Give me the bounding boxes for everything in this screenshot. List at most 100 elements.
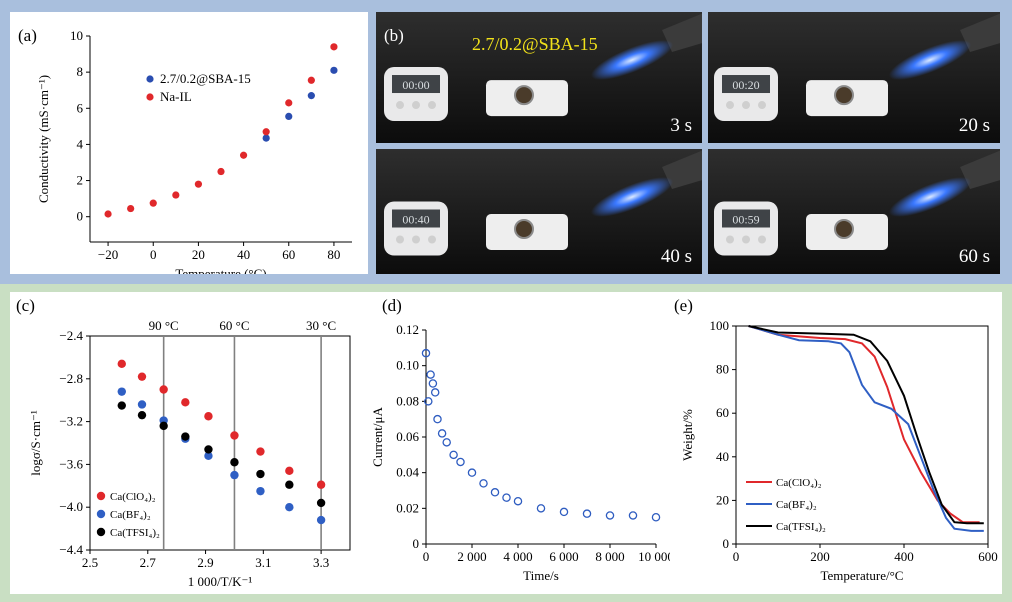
x-tick-label: 3.1 xyxy=(255,555,271,570)
panel-bottom: (c) (d) (e) 2.5 2.7 2.9 3.1 3.3 −2.4 −2.8 −3.2 −… xyxy=(10,292,1002,594)
x-tick-label: 6 000 xyxy=(549,549,578,564)
panel-a: (a) −20 0 20 40 60 80 0 2 4 6 8 10 Temperature (°C) C… xyxy=(10,12,368,281)
data-point xyxy=(117,401,126,410)
data-point-2702sba15 xyxy=(285,112,293,121)
data-point xyxy=(424,397,433,406)
y-tick-label: 4 xyxy=(77,136,84,151)
y-tick-label: −4.4 xyxy=(59,542,83,557)
chart-e: 0 200 400 600 0 20 40 60 80 100 Temperature/°C Weig… xyxy=(680,318,998,583)
photo-frame-40s: 00:40 40 s xyxy=(376,149,702,274)
data-point xyxy=(430,388,440,397)
data-point xyxy=(316,498,326,508)
data-point-nail xyxy=(239,151,248,159)
series-line xyxy=(748,325,984,532)
y-tick-label: 2 xyxy=(77,173,84,188)
photo-frame-20s: 00:20 20 s xyxy=(708,12,1000,143)
x-tick-label: 600 xyxy=(978,549,998,564)
data-point xyxy=(536,504,546,513)
y-axis-label: Conductivity (mS·cm⁻¹) xyxy=(36,75,51,203)
x-tick-label: 80 xyxy=(327,247,340,262)
legend-label: Ca(TFSI₄)₂ xyxy=(776,521,826,533)
y-axis-label: logσ/S·cm⁻¹ xyxy=(28,410,43,476)
legend-label: Ca(TFSI₄)₂ xyxy=(110,527,160,539)
data-point-nail xyxy=(194,180,203,188)
legend-marker xyxy=(96,509,106,519)
data-point xyxy=(433,414,442,424)
data-point xyxy=(426,370,435,379)
x-tick-label: 200 xyxy=(810,549,830,564)
data-point xyxy=(651,512,661,522)
x-tick-label: 2.5 xyxy=(82,555,98,570)
y-tick-label: 80 xyxy=(716,362,729,377)
x-axis-label: Temperature/°C xyxy=(821,568,904,583)
data-point xyxy=(230,458,239,467)
timer-display: 00:59 xyxy=(732,213,759,227)
reference-line-label: 60 °C xyxy=(219,318,249,333)
data-point xyxy=(559,507,569,517)
data-point xyxy=(421,348,431,358)
data-point xyxy=(449,450,458,460)
data-point xyxy=(256,447,265,456)
plot-frame xyxy=(89,335,351,551)
timer-screen xyxy=(392,209,440,228)
data-point-nail xyxy=(217,167,225,176)
sample-pellet xyxy=(834,219,854,239)
data-point xyxy=(582,509,592,518)
y-tick-label: 0.12 xyxy=(396,322,419,337)
y-tick-label: 100 xyxy=(710,318,730,333)
timer-button xyxy=(726,101,734,110)
timer-display: 00:20 xyxy=(732,78,759,92)
data-point xyxy=(316,515,326,525)
data-point-nail xyxy=(127,204,135,213)
data-point-nail xyxy=(285,99,293,107)
data-point xyxy=(230,431,239,440)
data-point-nail xyxy=(104,210,112,218)
data-point-nail xyxy=(330,43,338,51)
y-tick-label: −2.4 xyxy=(59,328,83,343)
photo-scene: 00:59 xyxy=(708,149,1000,274)
y-tick-label: −3.2 xyxy=(59,414,83,429)
x-axis-label: Time/s xyxy=(523,568,559,583)
panel-label-a: (a) xyxy=(18,26,37,45)
x-tick-label: 0 xyxy=(150,247,157,262)
data-point xyxy=(117,387,126,396)
x-tick-label: 0 xyxy=(733,549,740,564)
photo-time-label: 20 s xyxy=(958,115,990,136)
chart-a: −20 0 20 40 60 80 0 2 4 6 8 10 Temperature (°C) Condu… xyxy=(36,28,352,281)
photo-frame-3s: 00:00 3 s xyxy=(376,12,702,143)
timer-button xyxy=(758,235,766,244)
x-tick-label: 10 000 xyxy=(638,549,670,564)
panel-b: 00:00 3 s 00:20 20 s 00:40 40 s 00:59 60 s (… xyxy=(376,12,1000,274)
photo-time-label: 3 s xyxy=(670,115,692,136)
y-tick-label: 0.08 xyxy=(396,393,419,408)
timer-button xyxy=(758,101,766,110)
timer-display: 00:00 xyxy=(402,78,429,92)
x-tick-label: −20 xyxy=(98,247,118,262)
data-point xyxy=(137,400,147,409)
data-point xyxy=(181,398,190,407)
data-point xyxy=(428,379,438,388)
timer-button xyxy=(428,101,436,110)
y-tick-label: 0 xyxy=(723,536,730,551)
data-point-nail xyxy=(262,128,270,136)
data-point xyxy=(159,385,168,394)
photo-time-label: 60 s xyxy=(958,246,990,267)
y-tick-label: 40 xyxy=(716,449,729,464)
data-point xyxy=(285,466,294,476)
data-point xyxy=(502,493,511,502)
panel-label-e: (e) xyxy=(674,296,693,315)
data-point xyxy=(181,432,190,441)
data-point xyxy=(467,468,477,477)
y-tick-label: −3.6 xyxy=(59,456,83,471)
data-point-2702sba15 xyxy=(262,134,270,142)
y-tick-label: 0.04 xyxy=(396,465,419,480)
legend-marker xyxy=(146,75,154,83)
legend-label: 2.7/0.2@SBA-15 xyxy=(160,71,251,86)
photo-scene: 00:20 xyxy=(708,12,1000,143)
timer-button xyxy=(428,235,436,244)
sample-pellet xyxy=(834,85,854,106)
legend-marker xyxy=(96,527,106,537)
legend-marker xyxy=(96,491,106,501)
legend-marker xyxy=(146,93,154,101)
reference-line-label: 90 °C xyxy=(149,318,179,333)
